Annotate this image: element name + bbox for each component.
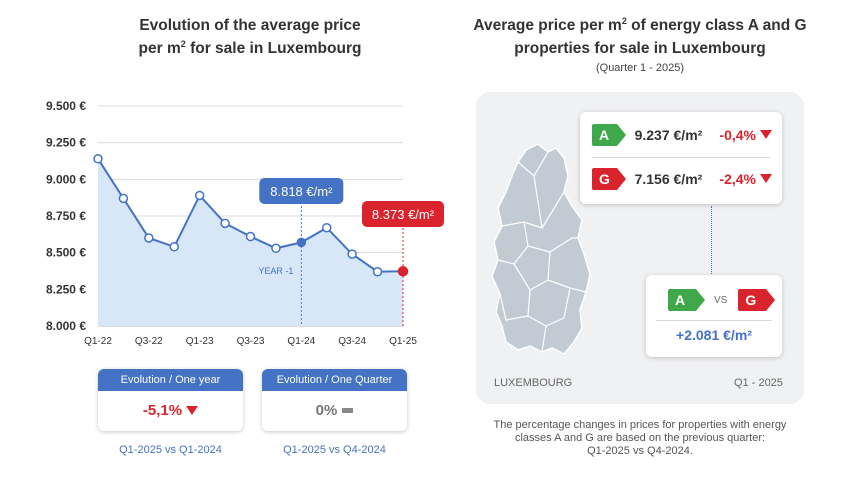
period-label: Q1 - 2025 [734, 377, 783, 389]
class-a-row: A 9.237 €/m² -0,4% [592, 124, 772, 146]
year-ago-price-label: 8.818 €/m² [270, 184, 333, 199]
data-point [372, 266, 383, 277]
evolution-quarter-header: Evolution / One Quarter [262, 369, 407, 391]
evolution-year-header: Evolution / One year [98, 369, 243, 391]
class-difference-card: A VS G +2.081 €/m² [646, 275, 782, 357]
x-tick-label: Q1-22 [84, 336, 112, 347]
data-point [347, 249, 357, 259]
divider [656, 320, 772, 321]
data-point [169, 242, 179, 252]
y-tick-label: 9.000 € [46, 172, 86, 186]
down-arrow-icon [186, 405, 199, 415]
evolution-quarter-card: Evolution / One Quarter 0% [262, 369, 407, 431]
map-label: LUXEMBOURG [494, 377, 573, 389]
y-tick-label: 8.000 € [46, 319, 86, 333]
chart-title: Evolution of the average price per m2 fo… [138, 17, 362, 57]
y-tick-label: 8.500 € [46, 246, 86, 260]
equal-icon [342, 407, 354, 413]
price-difference: +2.081 €/m² [676, 327, 752, 343]
footnote: The percentage changes in prices for pro… [493, 419, 787, 457]
evolution-year-compare: Q1-2025 vs Q1-2024 [119, 444, 222, 456]
connector-line [711, 206, 712, 274]
data-point [245, 231, 256, 242]
data-point [144, 233, 154, 243]
data-point [118, 193, 129, 204]
class-g-price: 7.156 €/m² [634, 171, 703, 187]
vs-class-a-badge: A [668, 289, 705, 311]
energy-class-subtitle: (Quarter 1 - 2025) [595, 62, 685, 74]
data-point [397, 266, 409, 277]
y-tick-label: 8.750 € [46, 209, 86, 223]
evolution-year-value: -5,1% [142, 402, 183, 419]
price-area [98, 158, 403, 326]
down-arrow-icon [760, 129, 772, 139]
y-tick-label: 8.250 € [46, 282, 86, 296]
energy-class-prices-card: A 9.237 €/m² -0,4% G 7.156 €/m² -2,4% [580, 112, 782, 204]
class-a-change: -0,4% [719, 127, 756, 143]
class-a-badge: A [592, 124, 626, 146]
data-point [322, 222, 332, 233]
data-point [194, 190, 205, 201]
current-price-callout [362, 201, 444, 227]
x-tick-label: Q3-22 [135, 336, 163, 347]
x-tick-label: Q1-23 [186, 336, 214, 347]
y-tick-label: 9.500 € [46, 99, 86, 113]
energy-class-title: Average price per m2 of energy class A a… [473, 15, 807, 57]
class-a-price: 9.237 €/m² [634, 127, 703, 143]
x-tick-label: Q1-24 [287, 336, 315, 347]
year-ago-label: YEAR -1 [258, 266, 293, 276]
divider [592, 157, 770, 158]
current-price-label: 8.373 €/m² [372, 207, 435, 222]
y-tick-label: 9.250 € [46, 136, 86, 150]
vs-class-g-badge: G [738, 289, 776, 311]
class-g-row: G 7.156 €/m² -2,4% [592, 168, 772, 190]
x-tick-label: Q1-25 [389, 336, 417, 347]
evolution-quarter-value: 0% [315, 402, 338, 419]
class-g-change: -2,4% [719, 171, 756, 187]
year-ago-price-callout [259, 178, 344, 204]
evolution-quarter-value-row: 0% [262, 391, 407, 431]
x-tick-label: Q3-24 [338, 336, 366, 347]
data-point [271, 243, 281, 254]
down-arrow-icon [760, 173, 772, 183]
evolution-year-value-row: -5,1% [98, 391, 243, 431]
evolution-quarter-compare: Q1-2025 vs Q4-2024 [283, 444, 386, 456]
vs-label: VS [714, 294, 728, 306]
luxembourg-map-icon [491, 143, 591, 355]
evolution-year-card: Evolution / One year -5,1% [98, 369, 243, 431]
x-tick-label: Q3-23 [237, 336, 265, 347]
data-point [220, 218, 230, 229]
data-point [93, 154, 103, 164]
class-g-badge: G [592, 168, 626, 190]
data-point [296, 237, 307, 248]
